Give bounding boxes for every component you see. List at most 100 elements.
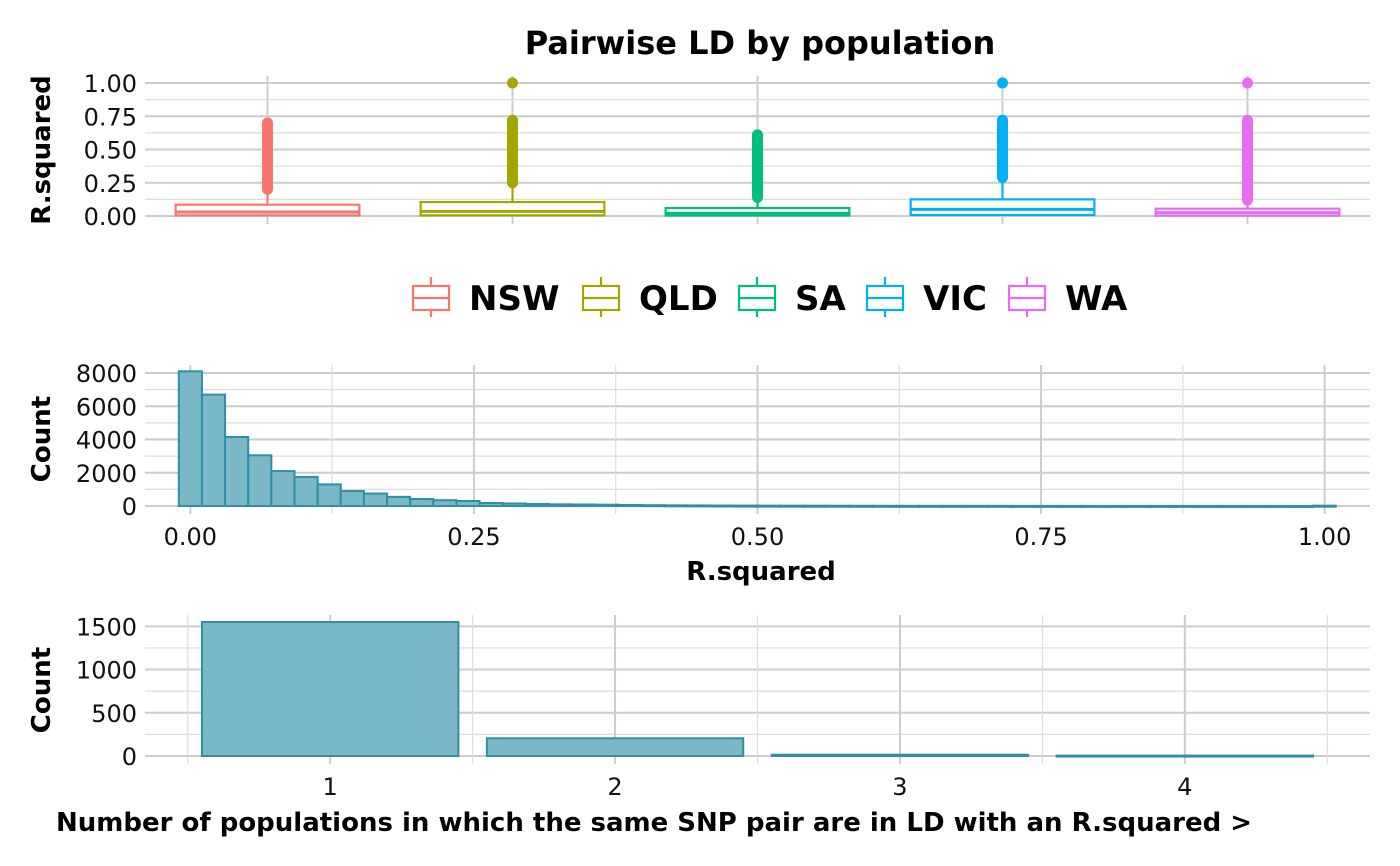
x-tick-label: 0.00	[164, 523, 217, 551]
population-count-panel: 0 500 1000 1500 1 2 3 4 Number of populations …	[27, 613, 1370, 838]
y-tick-label: 8000	[76, 360, 137, 388]
legend-item-vic: VIC	[865, 277, 987, 319]
y-tick-label: 0	[122, 493, 137, 521]
histogram-bar	[663, 504, 689, 508]
bar-population-2	[485, 737, 745, 757]
y-tick-label: 6000	[76, 393, 137, 421]
histogram-bar	[686, 504, 712, 508]
histogram-bar	[362, 492, 389, 507]
histogram-bar	[640, 504, 666, 508]
y-tick-label: 0.75	[84, 103, 137, 131]
x-tick-label: 4	[1177, 773, 1192, 801]
histogram-bar	[1149, 504, 1175, 508]
histogram-bar	[1311, 504, 1337, 508]
y-tick-label: 0.25	[84, 170, 137, 198]
population-count-x-ticks: 1 2 3 4	[323, 773, 1193, 801]
legend: NSW QLD SA VIC WA	[411, 277, 1128, 319]
box-body	[664, 206, 851, 217]
legend-label: VIC	[923, 279, 987, 319]
boxplot-y-ticks: 0.00 0.25 0.50 0.75 1.00	[84, 70, 137, 231]
y-tick-label: 0.00	[84, 203, 137, 231]
histogram-bar	[548, 503, 574, 507]
box-body	[419, 200, 606, 217]
outlier-point	[1242, 77, 1253, 89]
histogram-bar	[224, 436, 250, 508]
histogram-bar	[270, 470, 296, 507]
population-count-bars	[200, 621, 1315, 758]
population-count-x-axis-label: Number of populations in which the same …	[56, 808, 1252, 838]
x-tick-label: 1	[323, 773, 338, 801]
histogram-bar	[571, 503, 597, 508]
outlier-point	[507, 114, 518, 126]
outlier-point	[1242, 114, 1253, 126]
boxplot-y-axis-label: R.squared	[27, 75, 57, 225]
histogram-bar	[316, 483, 342, 508]
histogram-bar	[1080, 504, 1106, 508]
y-tick-label: 0	[122, 743, 137, 771]
histogram-x-axis-label: R.squared	[686, 557, 836, 587]
bar-population-3	[770, 753, 1030, 758]
histogram-bar	[987, 504, 1013, 508]
histogram-bar	[756, 504, 782, 508]
histogram-bar	[524, 503, 551, 508]
population-count-y-ticks: 0 500 1000 1500	[76, 613, 137, 771]
legend-item-sa: SA	[737, 277, 846, 319]
box-wa	[1154, 77, 1341, 217]
histogram-bar	[432, 499, 458, 507]
histogram-bar	[1219, 504, 1245, 508]
population-count-y-axis-label: Count	[27, 647, 57, 733]
histogram-x-ticks: 0.00 0.25 0.50 0.75 1.00	[164, 523, 1352, 551]
histogram-bar	[964, 504, 990, 508]
bar-population-1	[200, 621, 460, 757]
legend-item-nsw: NSW	[411, 277, 559, 319]
legend-label: NSW	[469, 279, 559, 319]
outlier-point	[507, 77, 518, 89]
y-tick-label: 2000	[76, 460, 137, 488]
box-body	[174, 203, 361, 217]
histogram-bar	[895, 504, 921, 508]
histogram-bar	[802, 504, 828, 508]
legend-item-wa: WA	[1007, 277, 1128, 319]
histogram-bar	[848, 504, 874, 508]
box-nsw	[174, 117, 361, 217]
histogram-bar	[1172, 504, 1198, 508]
outlier-point	[262, 117, 273, 129]
outlier-point	[997, 114, 1008, 126]
bar-population-4	[1055, 754, 1315, 758]
histogram-bar	[779, 504, 805, 508]
y-tick-label: 0.50	[84, 137, 137, 165]
histogram-y-axis-label: Count	[27, 396, 57, 482]
histogram-bar	[247, 454, 273, 508]
histogram-bar	[941, 504, 967, 508]
histogram-bar	[455, 500, 481, 508]
y-tick-label: 1.00	[84, 70, 137, 98]
histogram-bar	[1195, 504, 1222, 508]
histogram-bar	[339, 490, 365, 508]
histogram-bar	[1242, 504, 1268, 508]
boxplot-boxes	[174, 77, 1341, 217]
boxplot-panel: Pairwise LD by population 0.000.250.500.…	[27, 24, 1370, 319]
x-tick-label: 2	[607, 773, 622, 801]
histogram-bar	[871, 504, 898, 508]
histogram-bar	[1057, 504, 1083, 508]
histogram-bar	[1033, 504, 1060, 508]
x-tick-label: 1.00	[1298, 523, 1351, 551]
legend-label: QLD	[639, 279, 718, 319]
chart-title: Pairwise LD by population	[525, 24, 996, 62]
x-tick-label: 0.75	[1014, 523, 1067, 551]
histogram-bar	[733, 504, 759, 508]
y-tick-label: 4000	[76, 427, 137, 455]
histogram-bar	[177, 370, 203, 507]
y-tick-label: 1000	[76, 657, 137, 685]
histogram-y-ticks: 0 2000 4000 6000 8000	[76, 360, 137, 521]
histogram-bars	[177, 370, 1337, 508]
legend-label: SA	[795, 279, 846, 319]
x-tick-label: 0.50	[731, 523, 784, 551]
box-qld	[419, 77, 606, 217]
histogram-bar	[1126, 504, 1152, 508]
histogram-bar	[918, 504, 944, 508]
histogram-bar	[709, 504, 736, 508]
histogram-bar	[293, 475, 319, 507]
box-body	[909, 198, 1096, 217]
